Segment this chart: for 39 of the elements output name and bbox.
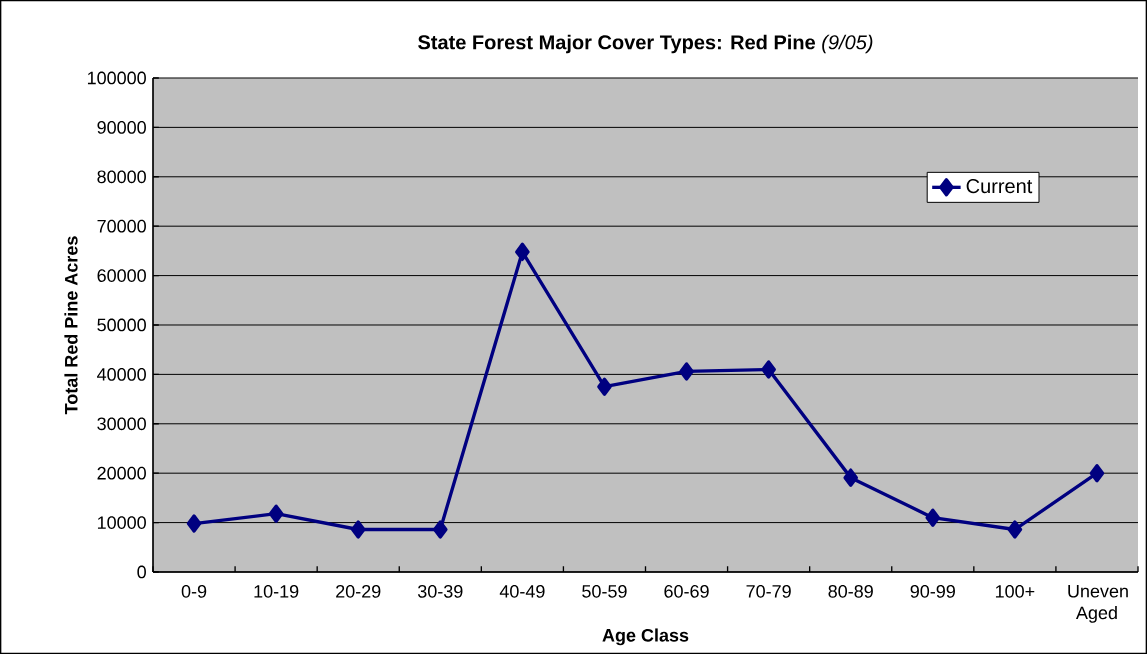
point bbox=[1089, 464, 1105, 483]
point bbox=[515, 242, 530, 262]
point bbox=[679, 362, 694, 381]
x-tick-label: Uneven Aged bbox=[1068, 584, 1128, 623]
x-tick-label: 90-99 bbox=[910, 584, 955, 598]
y-tick-label: 0 bbox=[137, 565, 146, 579]
x-tick-label: 40-49 bbox=[499, 584, 545, 598]
point bbox=[597, 377, 612, 396]
y-tick-label: 60000 bbox=[97, 269, 146, 282]
x-tick-label: 30-39 bbox=[417, 584, 463, 598]
x-tick-label: 0-9 bbox=[181, 584, 207, 598]
y-tick-label: 50000 bbox=[97, 318, 146, 332]
point bbox=[843, 468, 859, 487]
y-tick-label: 90000 bbox=[97, 121, 146, 134]
point bbox=[433, 520, 448, 539]
point bbox=[350, 520, 366, 539]
y-tick-label: 20000 bbox=[97, 466, 146, 480]
y-tick-label: 80000 bbox=[97, 170, 146, 184]
x-tick-label: 20-29 bbox=[336, 584, 381, 598]
x-tick-label: 100+ bbox=[995, 584, 1035, 598]
x-tick-label: 80-89 bbox=[828, 584, 873, 598]
point bbox=[1007, 520, 1023, 539]
y-tick-label: 30000 bbox=[97, 417, 146, 431]
legend-label: Current bbox=[966, 179, 1033, 194]
x-axis-title: Age Class bbox=[602, 628, 689, 646]
y-axis-title: Total Red Pine Acres bbox=[64, 236, 78, 415]
point bbox=[186, 514, 202, 533]
y-tick-label: 10000 bbox=[97, 516, 146, 529]
y-tick-label: 70000 bbox=[97, 219, 146, 233]
point bbox=[925, 508, 941, 527]
x-tick-label: 60-69 bbox=[664, 584, 709, 598]
x-tick-label: 70-79 bbox=[746, 584, 791, 598]
point bbox=[761, 360, 776, 379]
y-tick-label: 100000 bbox=[87, 71, 146, 85]
x-tick-label: 50-59 bbox=[582, 584, 627, 598]
point bbox=[268, 504, 284, 523]
y-tick-label: 40000 bbox=[97, 368, 146, 381]
x-tick-label: 10-19 bbox=[254, 584, 299, 598]
chart-title: State Forest Major Cover Types: Red Pine (9/05) bbox=[418, 34, 873, 54]
